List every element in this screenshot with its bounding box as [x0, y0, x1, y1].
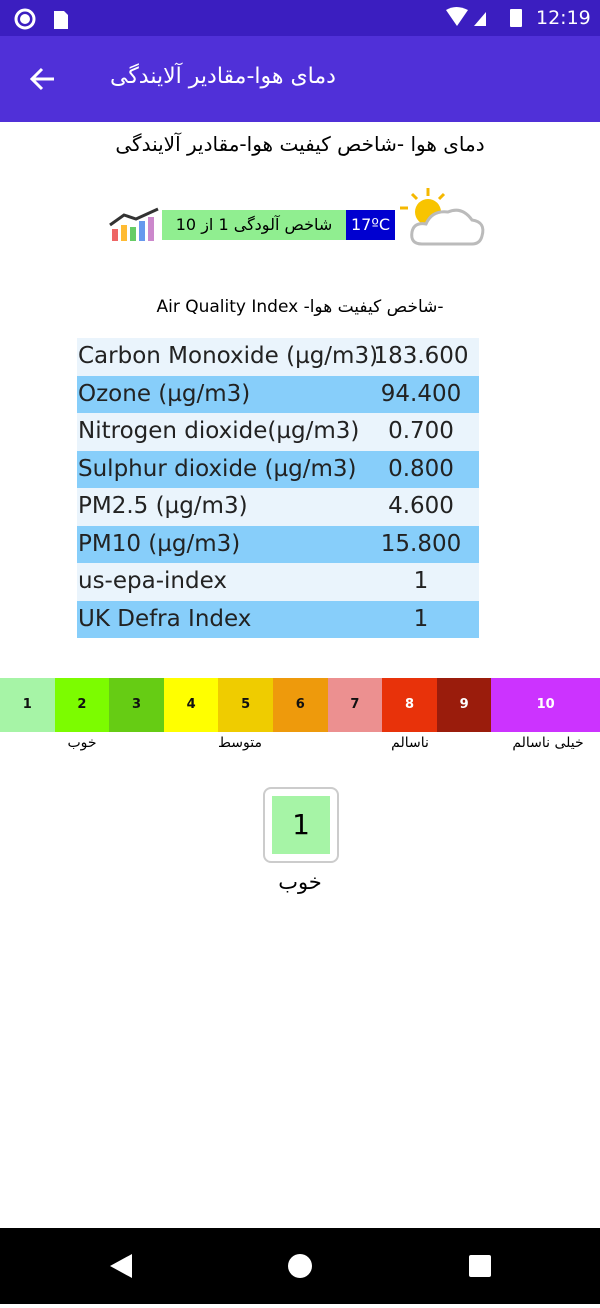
table-row: us-epa-index 1: [77, 563, 479, 601]
row-label: Sulphur dioxide (µg/m3): [78, 455, 357, 482]
scale-category: متوسط: [218, 735, 262, 751]
table-row: Ozone (µg/m3) 94.400: [77, 375, 479, 413]
row-value: 0.700: [388, 418, 454, 444]
scale-segment: 3: [109, 678, 164, 732]
clock: 12:19: [536, 7, 591, 29]
row-value: 1: [413, 568, 429, 594]
weather-icon: [400, 188, 485, 246]
row-label: PM10 (µg/m3): [78, 530, 241, 557]
scale-segment: 6: [273, 678, 328, 732]
table-row: Nitrogen dioxide(µg/m3) 0.700: [77, 413, 479, 451]
scale-segment: 4: [163, 678, 219, 732]
system-icons: [446, 7, 522, 27]
pollution-label: شاخص آلودگی 1 از 10: [162, 210, 346, 240]
scale-segment: 9: [436, 678, 492, 732]
table-row: PM2.5 (µg/m3) 4.600: [77, 488, 479, 526]
table-row: Sulphur dioxide (µg/m3) 0.800: [77, 450, 479, 488]
status-bar: 12:19: [0, 0, 600, 36]
row-label: Nitrogen dioxide(µg/m3): [78, 418, 360, 444]
aqi-title: -شاخص کیفیت هوا- Air Quality Index: [156, 297, 444, 317]
app-title: دمای هوا-مقادیر آلایندگی: [110, 64, 336, 89]
app-bar: دمای هوا-مقادیر آلایندگی: [0, 36, 600, 122]
scale-segment: 10: [491, 678, 600, 732]
status-icons: [14, 8, 68, 30]
row-value: 183.600: [373, 343, 469, 369]
row-label: PM2.5 (µg/m3): [78, 493, 248, 519]
scale-segment: 1: [0, 678, 55, 732]
nav-buttons: [110, 1254, 491, 1278]
row-value: 94.400: [380, 380, 462, 407]
temperature: 17ºC: [346, 210, 395, 240]
table-row: UK Defra Index 1: [77, 600, 479, 638]
scale-segment: 8: [382, 678, 437, 732]
table-row: PM10 (µg/m3) 15.800: [77, 525, 479, 563]
scale-category: خیلی ناسالم: [512, 735, 584, 751]
row-label: Carbon Monoxide (µg/m3): [78, 343, 376, 369]
row-label: UK Defra Index: [78, 605, 252, 632]
nav-recents[interactable]: [469, 1255, 491, 1277]
table-row: Carbon Monoxide (µg/m3) 183.600: [77, 338, 479, 376]
row-value: 1: [413, 605, 429, 632]
current-value: 1: [272, 796, 330, 854]
heading: دمای هوا -شاخص کیفیت هوا-مقادیر آلایندگی: [115, 132, 485, 156]
scale-segment: 7: [327, 678, 383, 732]
nav-home[interactable]: [288, 1254, 312, 1278]
scale-segment: 2: [54, 678, 110, 732]
scale-category: خوب: [67, 735, 97, 751]
current-label: خوب: [278, 870, 322, 894]
row-value: 15.800: [380, 530, 462, 557]
scale-category: ناسالم: [391, 735, 429, 751]
row-label: Ozone (µg/m3): [78, 380, 251, 407]
scale-segment: 5: [218, 678, 273, 732]
row-label: us-epa-index: [78, 568, 227, 594]
current-box: 1: [263, 787, 339, 863]
nav-back[interactable]: [110, 1254, 132, 1278]
nav-bar: [0, 1228, 600, 1304]
row-value: 4.600: [388, 493, 454, 519]
chart-icon: [109, 207, 159, 241]
back-button[interactable]: [28, 66, 56, 92]
row-value: 0.800: [388, 455, 454, 482]
